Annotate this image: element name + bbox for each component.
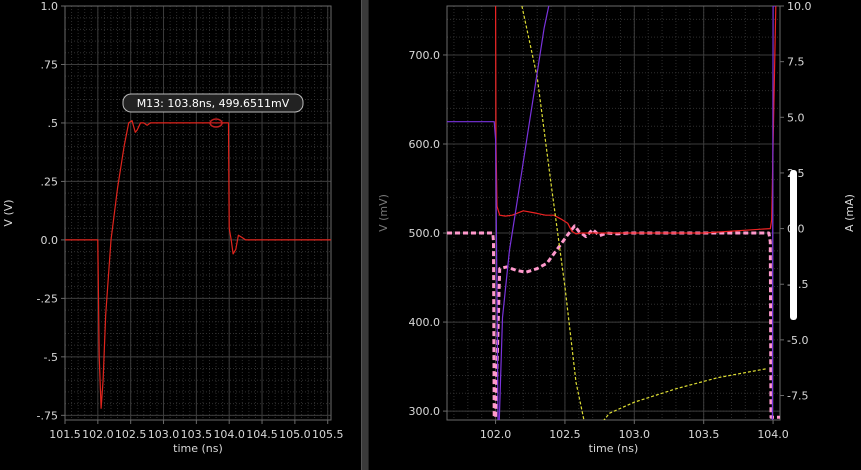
x-tick-label: 104.0	[757, 428, 789, 441]
marker-m13: M13: 103.8ns, 499.6511mV	[122, 93, 304, 128]
y-tick-label: 500.0	[409, 227, 441, 240]
y-tick-label: 0.0	[41, 234, 59, 247]
x-tick-label: 102.5	[549, 428, 581, 441]
plot-frame	[446, 5, 781, 421]
y2-tick-label: 5.0	[787, 111, 805, 124]
pane-splitter[interactable]	[361, 0, 369, 470]
x-axis: 102.0 102.5 103.0 103.5 104.0 time (ns)	[480, 420, 789, 455]
y-tick-label: -.5	[44, 351, 58, 364]
series-group	[447, 6, 780, 420]
y2-axis-label: A (mA)	[843, 194, 856, 232]
x-tick-label: 103.5	[181, 428, 213, 441]
y-tick-label: -.75	[37, 409, 58, 422]
x-tick-label: 105.0	[279, 428, 311, 441]
y-tick-label: .5	[48, 117, 59, 130]
x-tick-label: 104.0	[213, 428, 245, 441]
axis-cursor-handle	[790, 170, 797, 320]
x-tick-label: 102.5	[115, 428, 147, 441]
x-tick-label: 104.5	[246, 428, 278, 441]
y-axis-label: V (V)	[2, 199, 15, 226]
x-tick-label: 102.0	[82, 428, 114, 441]
x-axis: 101.5 102.0 102.5 103.0 103.5 104.0 104.5 105.0…	[49, 420, 343, 455]
marker-label: M13: 103.8ns, 499.6511mV	[137, 97, 290, 110]
y-tick-label: 1.0	[41, 0, 59, 13]
y2-tick-label: 10.0	[787, 0, 812, 13]
marker-label-box	[122, 93, 304, 113]
x-tick-label: 103.0	[619, 428, 651, 441]
series-line-0	[65, 119, 331, 409]
right-chart[interactable]: 102.0 102.5 103.0 103.5 104.0 time (ns) 300.0 4…	[369, 0, 861, 470]
y-tick-label: 400.0	[409, 316, 441, 329]
series-line-1	[495, 6, 777, 235]
x-axis-label: time (ns)	[589, 442, 639, 455]
y-axis-label: V (mV)	[377, 194, 390, 232]
y-tick-label: .75	[41, 58, 59, 71]
series-line-3	[447, 6, 550, 420]
x-axis-label: time (ns)	[173, 442, 223, 455]
y2-axis: -7.5-5.0-2.50.02.55.07.510.0A (mA)	[780, 0, 856, 403]
y2-tick-label: -7.5	[787, 390, 808, 403]
x-tick-label: 101.5	[49, 428, 81, 441]
plot-frame	[64, 5, 332, 421]
y-axis: 1.0 .75 .5 .25 0.0 -.25 -.5 -.75 V (V)	[2, 0, 65, 422]
grid	[64, 5, 331, 420]
y2-tick-label: -5.0	[787, 334, 808, 347]
y-tick-label: .25	[41, 175, 59, 188]
y-tick-label: -.25	[37, 292, 58, 305]
series-line-4	[771, 6, 776, 420]
x-tick-label: 105.5	[312, 428, 344, 441]
left-chart[interactable]: 101.5 102.0 102.5 103.0 103.5 104.0 104.5 105.0…	[0, 0, 361, 470]
y-tick-label: 600.0	[409, 138, 441, 151]
series-line-2	[521, 6, 767, 420]
y-axis: 300.0 400.0 500.0 600.0 700.0 V (mV)	[377, 49, 447, 418]
x-tick-label: 103.0	[148, 428, 180, 441]
y2-tick-label: 7.5	[787, 56, 805, 69]
x-tick-label: 102.0	[480, 428, 512, 441]
y-tick-label: 300.0	[409, 405, 441, 418]
y-tick-label: 700.0	[409, 49, 441, 62]
series-group	[65, 119, 331, 409]
x-tick-label: 103.5	[688, 428, 720, 441]
